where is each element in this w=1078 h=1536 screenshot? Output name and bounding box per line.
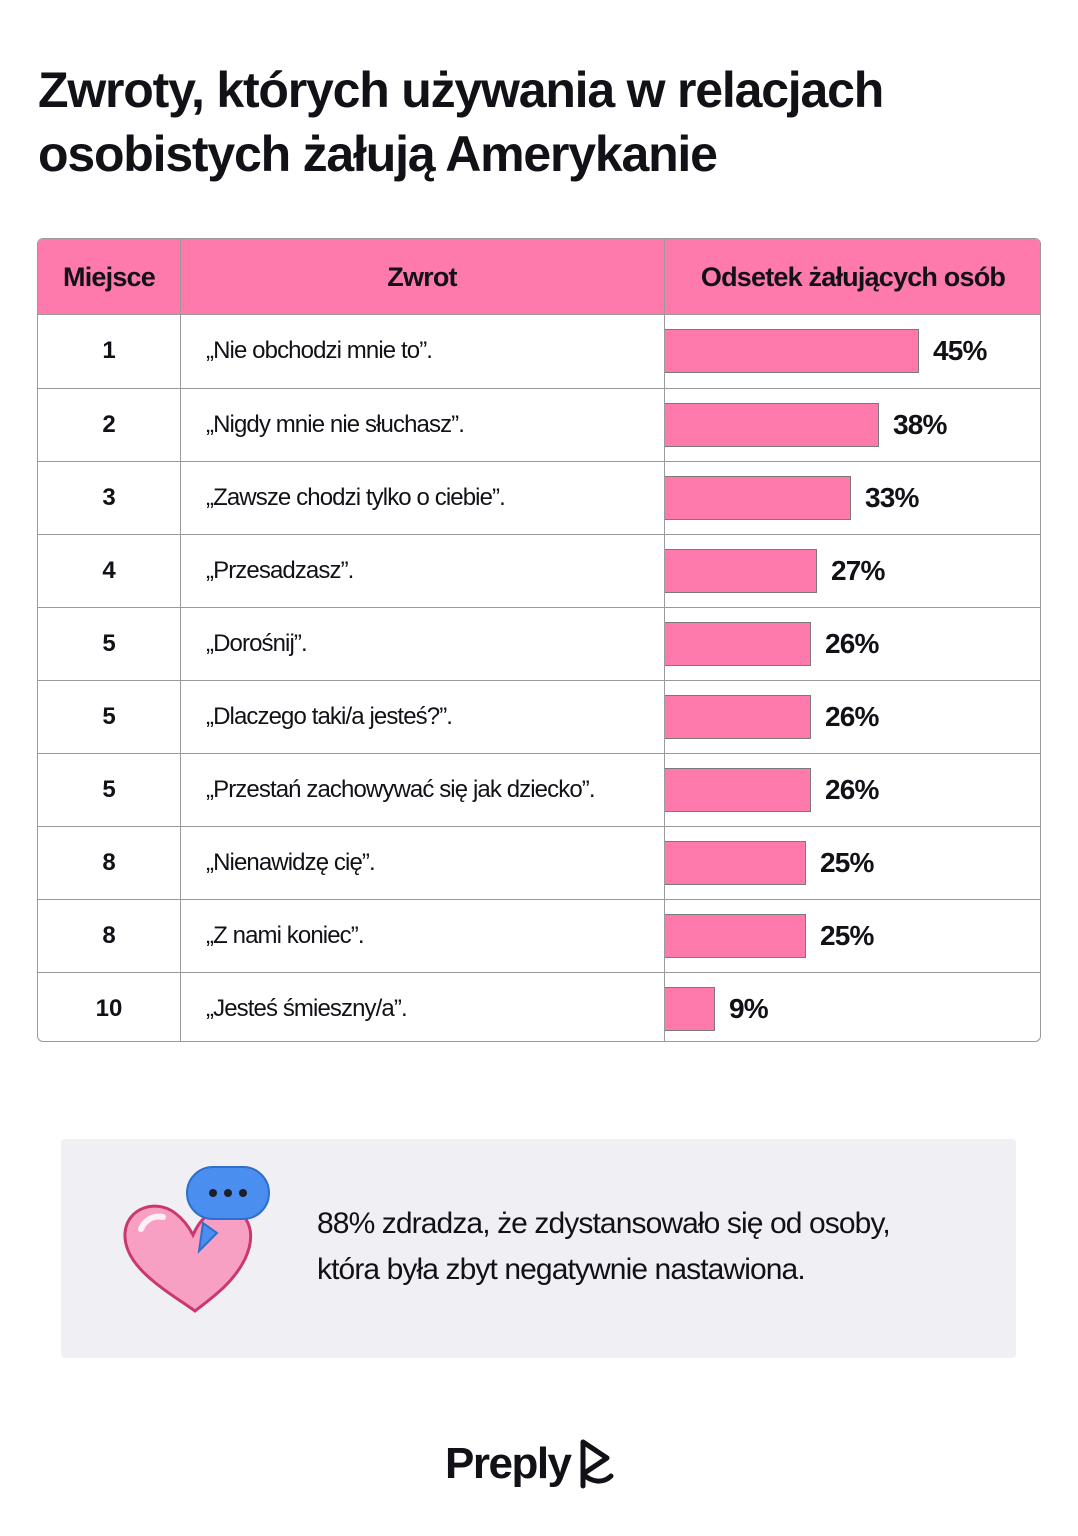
bar xyxy=(664,914,806,958)
preply-mark-icon xyxy=(580,1439,614,1489)
phrase-cell: „Przesadzasz”. xyxy=(206,557,354,584)
preply-logo: Preply xyxy=(445,1432,619,1496)
heart-with-speech-bubble-icon xyxy=(123,1166,270,1313)
table-row: 5 „Dorośnij”. 26% xyxy=(38,607,1040,680)
bar-value-label: 45% xyxy=(933,335,987,366)
bar-value-label: 38% xyxy=(893,409,947,440)
bar xyxy=(664,841,806,885)
phrase-cell: „Przestań zachowywać się jak dziecko”. xyxy=(206,776,596,803)
table-row: 2 „Nigdy mnie nie słuchasz”. 38% xyxy=(38,388,1040,461)
phrase-cell: „Nie obchodzi mnie to”. xyxy=(206,337,433,364)
phrase-cell: „Nienawidzę cię”. xyxy=(206,849,376,876)
bar xyxy=(664,549,817,593)
phrase-cell: „Dlaczego taki/a jesteś?”. xyxy=(206,703,453,730)
table-row: 5 „Przestań zachowywać się jak dziecko”. 2… xyxy=(38,753,1040,826)
rank-cell: 5 xyxy=(102,630,116,657)
phrase-cell: „Dorośnij”. xyxy=(206,630,308,657)
table-row: 10 „Jesteś śmieszny/a”. 9% xyxy=(38,972,1040,1041)
rank-cell: 8 xyxy=(102,849,116,876)
bar-value-label: 26% xyxy=(825,701,879,732)
bar-value-label: 26% xyxy=(825,774,879,805)
rank-cell: 4 xyxy=(102,557,116,584)
bar xyxy=(664,987,715,1031)
rank-cell: 5 xyxy=(102,776,116,803)
page-title: Zwroty, których używania w relacjach oso… xyxy=(38,58,1038,186)
column-divider xyxy=(664,239,665,1041)
bar xyxy=(664,695,811,739)
table-row: 5 „Dlaczego taki/a jesteś?”. 26% xyxy=(38,680,1040,753)
bar-value-label: 33% xyxy=(865,482,919,513)
table-row: 3 „Zawsze chodzi tylko o ciebie”. 33% xyxy=(38,461,1040,534)
bar xyxy=(664,476,851,520)
bar xyxy=(664,329,919,373)
rank-cell: 5 xyxy=(102,703,116,730)
bar-value-label: 26% xyxy=(825,628,879,659)
phrase-cell: „Z nami koniec”. xyxy=(206,922,365,949)
header-percent: Odsetek żałujących osób xyxy=(700,261,1006,292)
rank-cell: 3 xyxy=(102,484,116,511)
stat-callout-text: 88% zdradza, że zdystansowało się od oso… xyxy=(317,1201,997,1293)
bar-value-label: 25% xyxy=(820,920,874,951)
column-divider xyxy=(180,239,181,1041)
phrase-cell: „Zawsze chodzi tylko o ciebie”. xyxy=(206,484,506,511)
rank-cell: 1 xyxy=(102,337,116,364)
logo-text: Preply xyxy=(445,1439,572,1488)
table-header: Miejsce Zwrot Odsetek żałujących osób xyxy=(38,239,1040,315)
bar xyxy=(664,403,879,447)
bar xyxy=(664,768,811,812)
phrase-cell: „Jesteś śmieszny/a”. xyxy=(206,995,408,1022)
table-row: 8 „Z nami koniec”. 25% xyxy=(38,899,1040,972)
table-row: 1 „Nie obchodzi mnie to”. 45% xyxy=(38,315,1040,388)
page-title-line-2: osobistych żałują Amerykanie xyxy=(38,126,718,182)
stat-callout-line-1: 88% zdradza, że zdystansowało się od oso… xyxy=(317,1207,891,1240)
header-phrase: Zwrot xyxy=(387,261,457,292)
phrase-cell: „Nigdy mnie nie słuchasz”. xyxy=(206,411,465,438)
stat-callout-line-2: która była zbyt negatywnie nastawiona. xyxy=(317,1253,806,1286)
bar-value-label: 25% xyxy=(820,847,874,878)
header-rank: Miejsce xyxy=(63,261,156,292)
page-title-line-1: Zwroty, których używania w relacjach xyxy=(38,62,884,118)
stat-callout: 88% zdradza, że zdystansowało się od oso… xyxy=(61,1139,1016,1358)
rank-cell: 2 xyxy=(102,411,116,438)
ranking-table: Miejsce Zwrot Odsetek żałujących osób 1 „… xyxy=(37,238,1041,1042)
table-row: 8 „Nienawidzę cię”. 25% xyxy=(38,826,1040,899)
bar-value-label: 9% xyxy=(729,993,769,1024)
table-row: 4 „Przesadzasz”. 27% xyxy=(38,534,1040,607)
rank-cell: 10 xyxy=(95,995,123,1022)
rank-cell: 8 xyxy=(102,922,116,949)
bar xyxy=(664,622,811,666)
bar-value-label: 27% xyxy=(831,555,885,586)
